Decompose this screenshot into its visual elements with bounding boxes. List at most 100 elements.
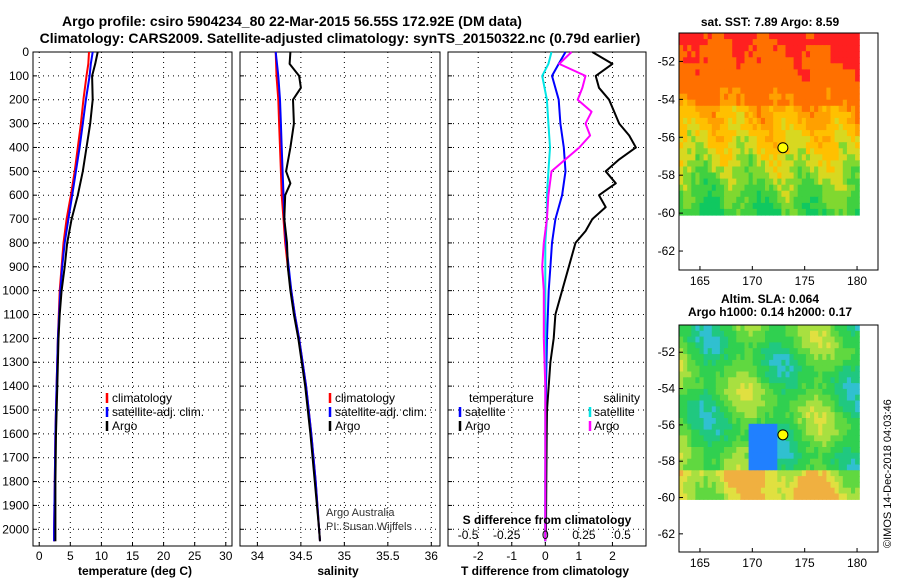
map-cell (818, 458, 823, 466)
map-cell (719, 142, 725, 149)
map-cell (715, 371, 721, 378)
map-cell (687, 435, 692, 442)
map-cell (683, 493, 688, 500)
map-cell (719, 435, 725, 442)
map-cell (789, 81, 795, 89)
map-cell (683, 160, 688, 168)
map-cell (752, 377, 758, 384)
map-cell (760, 142, 766, 149)
map-cell (826, 412, 832, 419)
map-cell (765, 136, 770, 143)
map-cell (724, 336, 729, 343)
map-cell (773, 45, 778, 52)
map-cell (736, 464, 741, 471)
map-cell (842, 377, 848, 384)
map-x-tick-label: 170 (742, 274, 762, 288)
map-cell (846, 400, 852, 407)
map-cell (801, 142, 807, 149)
map-cell (781, 75, 787, 83)
map-cell (773, 342, 778, 349)
map-cell (744, 190, 750, 198)
map-cell (707, 336, 713, 343)
map-cell (744, 39, 750, 46)
map-cell (855, 354, 860, 361)
map-cell (801, 130, 807, 137)
map-cell (846, 142, 852, 149)
map-cell (842, 105, 848, 113)
map-cell (814, 412, 819, 419)
map-cell (834, 493, 840, 500)
map-cell (818, 190, 823, 198)
map-cell (736, 154, 741, 161)
map-cell (851, 354, 856, 361)
map-cell (724, 447, 729, 454)
map-cell (691, 87, 696, 95)
map-cell (838, 202, 844, 210)
map-cell (679, 160, 684, 168)
map-cell (691, 166, 696, 174)
map-cell (793, 412, 799, 419)
map-cell (855, 330, 860, 338)
map-cell (805, 400, 811, 407)
map-cell (715, 418, 721, 425)
y-tick-label: 1600 (2, 427, 29, 441)
map-cell (748, 359, 754, 367)
map-cell (838, 190, 844, 198)
map-cell (752, 154, 758, 161)
map-cell (805, 190, 811, 198)
map-cell (838, 124, 844, 131)
map-cell (703, 81, 709, 89)
map-cell (826, 476, 832, 483)
map-cell (740, 111, 746, 119)
map-cell (752, 39, 758, 46)
map-cell (732, 359, 737, 367)
map-cell (805, 359, 811, 367)
map-cell (699, 117, 705, 125)
map-cell (711, 412, 717, 419)
map-cell (818, 412, 823, 419)
map-cell (756, 33, 762, 40)
map-cell (801, 75, 807, 83)
map-cell (789, 148, 795, 155)
map-cell (752, 117, 758, 125)
map-cell (769, 423, 774, 431)
map-cell (851, 196, 856, 204)
map-cell (773, 354, 778, 361)
map-cell (818, 196, 823, 204)
map-cell (760, 196, 766, 204)
map-cell (781, 383, 787, 390)
map-cell (736, 45, 741, 52)
map-cell (846, 383, 852, 390)
map-cell (805, 423, 811, 431)
map-cell (724, 57, 729, 64)
map-cell (851, 39, 856, 46)
map-cell (777, 418, 782, 425)
map-cell (699, 464, 705, 471)
map-cell (687, 429, 692, 436)
map-cell (773, 63, 778, 70)
map-cell (818, 148, 823, 155)
y-tick-label: 1000 (2, 284, 29, 298)
map-cell (719, 342, 725, 349)
map-cell (752, 418, 758, 425)
map-cell (736, 111, 741, 119)
map-cell (695, 208, 701, 216)
map-cell (703, 429, 709, 436)
map-cell (801, 57, 807, 64)
map-cell (822, 388, 827, 396)
map-cell (838, 69, 844, 77)
map-cell (687, 342, 692, 349)
map-cell (838, 330, 844, 338)
map-cell (851, 75, 856, 83)
map-cell (765, 190, 770, 198)
map-cell (687, 45, 692, 52)
x-tick-label: 34 (251, 549, 265, 563)
map-cell (760, 423, 766, 431)
map-cell (736, 487, 741, 495)
map-cell (785, 75, 791, 83)
map-cell (785, 111, 791, 119)
map-cell (826, 487, 832, 495)
map-cell (838, 178, 844, 186)
map-cell (728, 69, 733, 77)
map-cell (695, 342, 701, 349)
